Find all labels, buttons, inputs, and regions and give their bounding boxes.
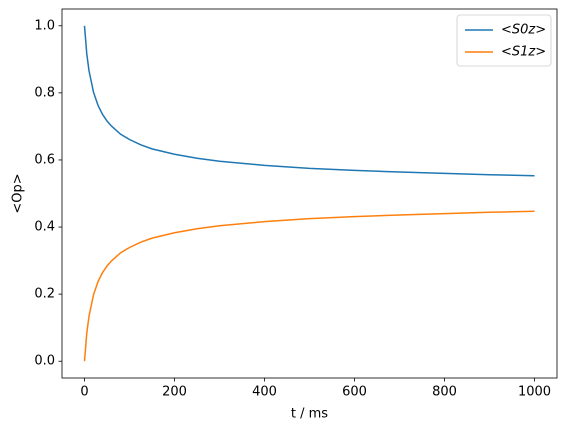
line xyxy=(83,210,535,362)
x-tick-label: 800 xyxy=(432,385,457,400)
line xyxy=(83,25,535,177)
x-tick-label: 0 xyxy=(80,385,88,400)
y-tick-label: 0.2 xyxy=(34,287,55,302)
y-tick-label: 0.8 xyxy=(34,85,55,100)
y-tick-label: 0.6 xyxy=(34,152,55,167)
y-tick-label: 0.0 xyxy=(34,354,55,369)
x-tick-label: 400 xyxy=(252,385,277,400)
legend-label: <S0z> xyxy=(501,23,546,38)
x-tick-label: 200 xyxy=(162,385,187,400)
y-axis-label: <Op> xyxy=(11,173,26,213)
y-tick-label: 0.4 xyxy=(34,220,55,235)
axes-frame xyxy=(61,8,558,379)
x-tick-label: 600 xyxy=(342,385,367,400)
x-tick-label: 1000 xyxy=(518,385,551,400)
legend-box xyxy=(456,14,552,67)
legend-label: <S1z> xyxy=(501,45,546,60)
y-tick-label: 1.0 xyxy=(34,18,55,33)
x-axis-label: t / ms xyxy=(291,407,328,422)
